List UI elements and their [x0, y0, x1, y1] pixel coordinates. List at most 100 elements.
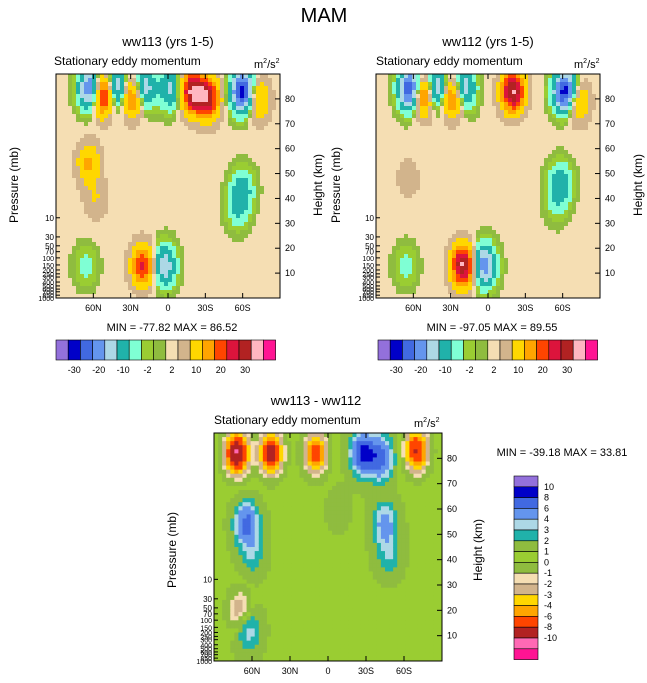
- contour-cell: [236, 282, 241, 287]
- contour-cell: [492, 214, 497, 219]
- contour-cell: [60, 146, 65, 151]
- contour-cell: [480, 166, 485, 171]
- contour-cell: [272, 106, 277, 111]
- contour-cell: [100, 226, 105, 231]
- contour-cell: [468, 186, 473, 191]
- contour-cell: [212, 126, 217, 131]
- contour-cell: [460, 226, 465, 231]
- contour-cell: [268, 234, 273, 239]
- contour-cell: [380, 102, 385, 107]
- contour-cell: [240, 78, 245, 83]
- contour-cell: [176, 274, 181, 279]
- contour-cell: [108, 266, 113, 271]
- contour-cell: [240, 266, 245, 271]
- contour-cell: [80, 82, 85, 87]
- contour-cell: [140, 162, 145, 167]
- contour-cell: [420, 218, 425, 223]
- contour-cell: [464, 98, 469, 103]
- contour-cell: [192, 142, 197, 147]
- contour-cell: [180, 290, 185, 295]
- contour-cell: [468, 162, 473, 167]
- contour-cell: [272, 126, 277, 131]
- contour-cell: [424, 102, 429, 107]
- contour-cell: [272, 242, 277, 247]
- contour-cell: [176, 150, 181, 155]
- contour-cell: [204, 174, 209, 179]
- contour-cell: [60, 190, 65, 195]
- contour-cell: [456, 134, 461, 139]
- contour-cell: [388, 102, 393, 107]
- contour-cell: [408, 122, 413, 127]
- contour-cell: [168, 270, 173, 275]
- contour-cell: [436, 270, 441, 275]
- contour-cell: [128, 118, 133, 123]
- contour-cell: [108, 222, 113, 227]
- contour-cell: [236, 254, 241, 259]
- contour-cell: [128, 150, 133, 155]
- contour-cell: [96, 122, 101, 127]
- contour-cell: [148, 78, 153, 83]
- contour-cell: [252, 118, 257, 123]
- contour-cell: [248, 154, 253, 159]
- contour-cell: [88, 118, 93, 123]
- contour-cell: [460, 234, 465, 239]
- contour-cell: [272, 218, 277, 223]
- contour-cell: [240, 242, 245, 247]
- y-axis-label-left: Pressure (mb): [7, 147, 21, 223]
- contour-cell: [56, 242, 61, 247]
- contour-cell: [172, 274, 177, 279]
- contour-cell: [260, 230, 265, 235]
- contour-cell: [196, 170, 201, 175]
- contour-cell: [420, 82, 425, 87]
- contour-cell: [492, 114, 497, 119]
- contour-cell: [468, 266, 473, 271]
- contour-cell: [104, 198, 109, 203]
- contour-cell: [260, 82, 265, 87]
- contour-cell: [240, 250, 245, 255]
- contour-cell: [416, 90, 421, 95]
- contour-cell: [236, 106, 241, 111]
- contour-cell: [200, 270, 205, 275]
- contour-cell: [388, 142, 393, 147]
- contour-cell: [380, 134, 385, 139]
- contour-cell: [92, 294, 97, 299]
- contour-cell: [72, 278, 77, 283]
- contour-cell: [464, 186, 469, 191]
- contour-cell: [420, 154, 425, 159]
- contour-cell: [420, 190, 425, 195]
- contour-cell: [144, 114, 149, 119]
- contour-cell: [256, 250, 261, 255]
- contour-cell: [228, 294, 233, 299]
- contour-cell: [176, 198, 181, 203]
- contour-cell: [468, 234, 473, 239]
- contour-cell: [144, 222, 149, 227]
- contour-cell: [220, 106, 225, 111]
- contour-cell: [124, 270, 129, 275]
- pressure-tick-label: 100: [42, 256, 54, 263]
- contour-cell: [164, 178, 169, 183]
- contour-cell: [212, 226, 217, 231]
- contour-cell: [420, 242, 425, 247]
- contour-cell: [56, 90, 61, 95]
- contour-cell: [64, 114, 69, 119]
- contour-cell: [456, 242, 461, 247]
- contour-cell: [156, 86, 161, 91]
- contour-cell: [88, 154, 93, 159]
- contour-cell: [416, 222, 421, 227]
- contour-cell: [104, 194, 109, 199]
- contour-cell: [452, 254, 457, 259]
- contour-cell: [236, 110, 241, 115]
- contour-cell: [408, 226, 413, 231]
- contour-cell: [496, 262, 501, 267]
- contour-cell: [408, 258, 413, 263]
- contour-cell: [104, 294, 109, 299]
- contour-cell: [452, 282, 457, 287]
- contour-cell: [452, 118, 457, 123]
- contour-cell: [68, 182, 73, 187]
- contour-cell: [176, 242, 181, 247]
- contour-cell: [376, 78, 381, 83]
- contour-cell: [252, 230, 257, 235]
- contour-cell: [216, 162, 221, 167]
- contour-cell: [492, 234, 497, 239]
- contour-cell: [488, 134, 493, 139]
